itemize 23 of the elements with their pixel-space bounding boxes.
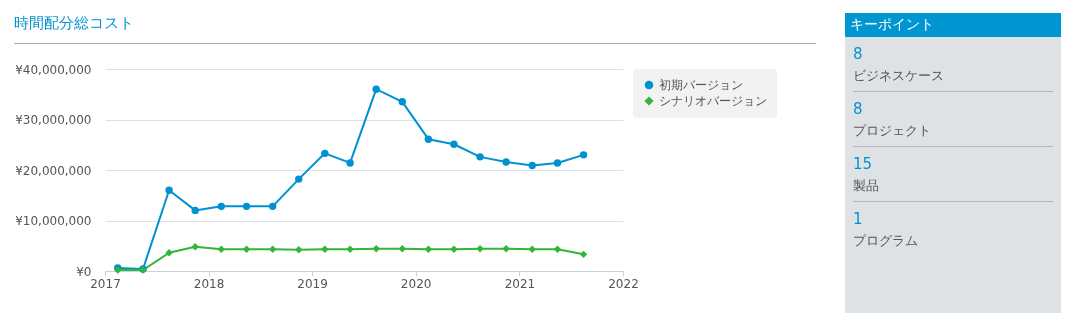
chart-title: 時間配分総コスト <box>14 10 816 44</box>
text: 15 <box>853 155 874 173</box>
x-tick-label: 2018 <box>193 276 225 291</box>
text: 8 <box>853 100 864 118</box>
text: プロジェクト <box>853 122 932 140</box>
y-tick-label: ¥30,000,000 <box>15 113 92 127</box>
text: プログラム <box>853 232 919 250</box>
x-tick-label: 2022 <box>608 276 639 291</box>
y-tick-label: ¥10,000,000 <box>15 214 92 228</box>
y-tick-label: ¥40,000,000 <box>15 62 92 77</box>
text: 1 <box>853 210 864 228</box>
legend-label: シナリオバージョン <box>659 94 767 108</box>
x-tick-label: 2019 <box>297 276 328 291</box>
legend-label: 初期バージョン <box>659 78 743 92</box>
text: 8 <box>853 45 864 63</box>
x-tick-label: 2021 <box>504 276 536 291</box>
text: ビジネスケース <box>853 67 945 85</box>
text: 製品 <box>853 177 880 195</box>
y-tick-label: ¥0 <box>76 264 92 279</box>
x-tick-label: 2020 <box>400 276 432 291</box>
y-tick-label: ¥20,000,000 <box>15 163 92 178</box>
text: キーポイント <box>845 13 1061 37</box>
x-tick-label: 2017 <box>90 276 121 291</box>
